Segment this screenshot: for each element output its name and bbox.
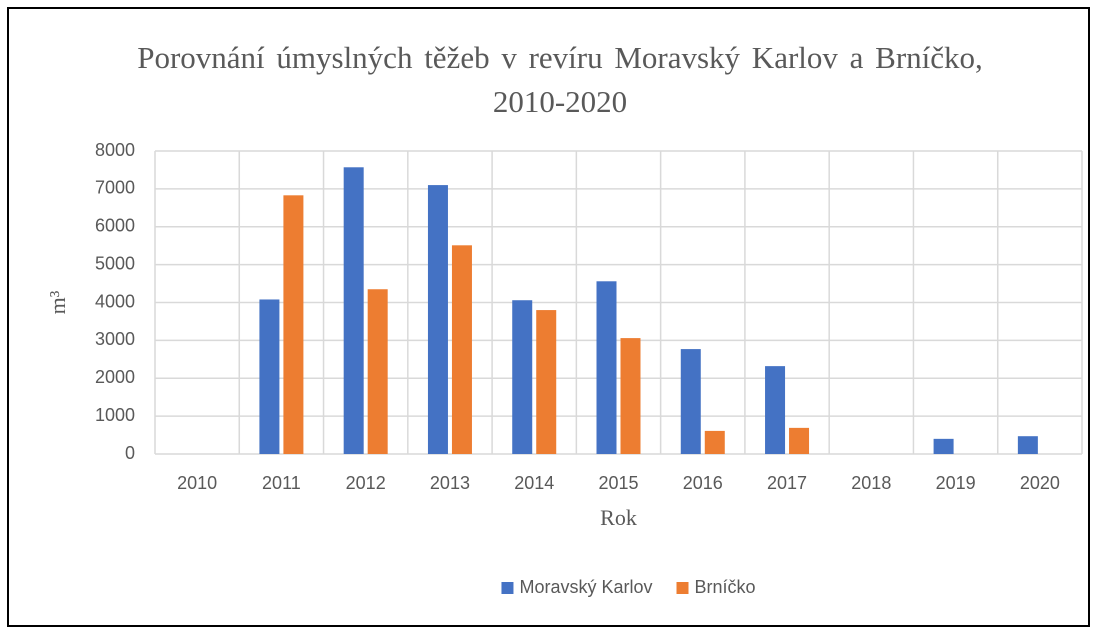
bar <box>680 349 701 454</box>
x-tick-label: 2017 <box>767 473 807 493</box>
x-tick-label: 2012 <box>346 473 386 493</box>
y-tick-label: 6000 <box>95 216 135 236</box>
bar <box>536 310 557 454</box>
bar <box>451 245 472 454</box>
y-axis-label: m³ <box>45 290 70 314</box>
chart-title: Porovnání úmyslných těžeb v revíru Morav… <box>137 40 983 119</box>
y-tick-label: 4000 <box>95 291 135 311</box>
legend-label: Moravský Karlov <box>519 577 652 597</box>
x-tick-label: 2015 <box>598 473 638 493</box>
bar <box>283 195 304 454</box>
bar <box>704 430 725 454</box>
bar <box>367 289 388 454</box>
x-tick-label: 2014 <box>514 473 554 493</box>
x-tick-label: 2020 <box>1020 473 1060 493</box>
y-tick-label: 3000 <box>95 329 135 349</box>
y-tick-label: 2000 <box>95 367 135 387</box>
y-tick-label: 0 <box>125 443 135 463</box>
bar <box>1017 436 1038 454</box>
bar <box>343 167 364 454</box>
y-tick-label: 1000 <box>95 405 135 425</box>
y-tick-label: 7000 <box>95 178 135 198</box>
x-tick-label: 2016 <box>683 473 723 493</box>
bar <box>596 281 617 454</box>
bar <box>933 438 954 454</box>
bar <box>427 185 448 454</box>
bar <box>259 299 280 454</box>
legend-swatch <box>676 582 689 594</box>
x-axis-label: Rok <box>600 505 637 530</box>
y-tick-label: 8000 <box>95 140 135 160</box>
legend-label: Brníčko <box>695 577 756 597</box>
x-tick-label: 2010 <box>177 473 217 493</box>
y-tick-label: 5000 <box>95 253 135 273</box>
bar <box>620 338 641 454</box>
x-tick-label: 2018 <box>851 473 891 493</box>
x-tick-label: 2011 <box>262 473 301 493</box>
bar <box>512 300 533 454</box>
bar <box>789 427 810 454</box>
x-tick-label: 2019 <box>936 473 976 493</box>
legend-swatch <box>501 582 514 594</box>
bar <box>765 366 786 454</box>
x-tick-label: 2013 <box>430 473 470 493</box>
